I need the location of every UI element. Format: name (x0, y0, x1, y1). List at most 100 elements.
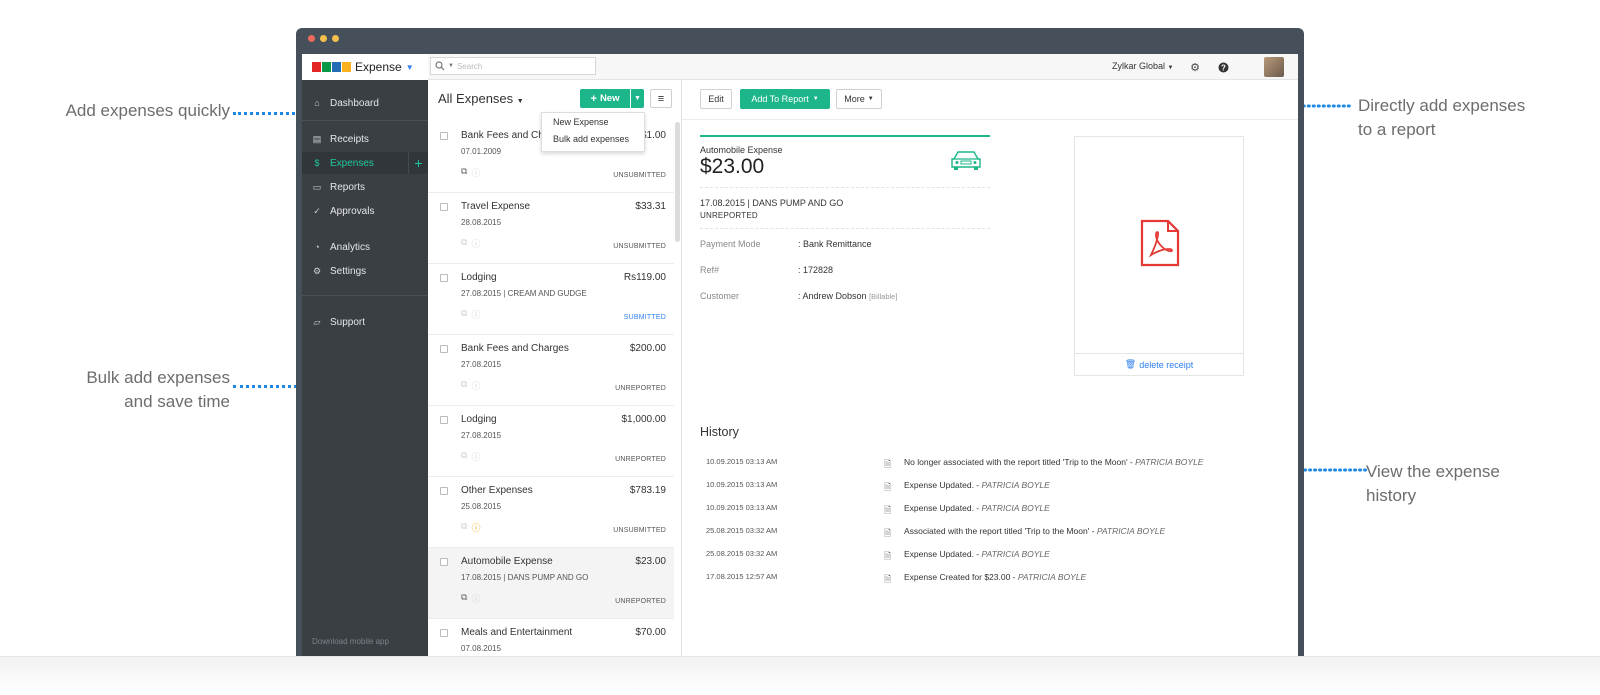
attachment-icon: ⧉ (461, 379, 468, 389)
new-expense-button[interactable]: + New (580, 89, 630, 108)
list-item[interactable]: Lodging $1,000.00 27.08.2015 ⧉ ⓘ UNREPORT… (428, 406, 674, 477)
row-checkbox[interactable] (440, 203, 448, 211)
expense-name: Bank Fees and Charges (461, 343, 569, 354)
divider (700, 187, 990, 188)
edit-button[interactable]: Edit (700, 89, 732, 109)
list-view-selector[interactable]: All Expenses ▼ (438, 91, 524, 106)
sidebar-item-label: Receipts (330, 133, 369, 145)
app-switcher[interactable]: Expense ▼ (302, 54, 428, 80)
expense-meta: 07.08.2015 (461, 644, 502, 653)
receipt-icon: ▤ (312, 133, 322, 144)
menu-item-new-expense[interactable]: New Expense (553, 117, 609, 127)
sidebar-item-label: Dashboard (330, 97, 379, 109)
search-input[interactable]: ▼ Search (430, 57, 596, 75)
warning-icon: ⓘ (471, 523, 481, 533)
zoom-window-button[interactable] (332, 35, 339, 42)
sidebar-divider (302, 295, 428, 296)
field-value: : Andrew Dobson (798, 291, 867, 301)
chevron-down-icon: ▼ (405, 62, 414, 72)
row-checkbox[interactable] (440, 487, 448, 495)
list-item[interactable]: Meals and Entertainment $70.00 07.08.201… (428, 619, 674, 673)
top-bar: Expense ▼ ▼ Search Zylkar Global ▼ ⚙ ? (302, 54, 1298, 80)
close-window-button[interactable] (308, 35, 315, 42)
expense-amount: $200.00 (629, 343, 666, 354)
history-user: PATRICIA BOYLE (981, 503, 1050, 513)
more-label: More (844, 94, 865, 104)
document-icon: 🗎 (884, 482, 892, 492)
status-badge: UNSUBMITTED (613, 243, 666, 250)
list-scrollbar[interactable] (675, 122, 680, 242)
history-message: Expense Created for $23.00 - (904, 572, 1018, 582)
history-timestamp: 25.08.2015 03:32 AM (706, 549, 778, 558)
help-icon[interactable]: ? (1214, 58, 1232, 76)
row-checkbox[interactable] (440, 345, 448, 353)
expense-amount: $23.00 (635, 556, 666, 567)
sidebar-item-reports[interactable]: ▭ Reports (302, 176, 428, 198)
info-icon: ⓘ (471, 239, 481, 249)
list-item[interactable]: Travel Expense $33.31 28.08.2015 ⧉ ⓘ UNSU… (428, 193, 674, 264)
receipt-preview[interactable]: 🗑 delete receipt (1074, 136, 1244, 376)
list-menu-button[interactable]: ≡ (650, 89, 672, 108)
page-bottom-band (0, 656, 1600, 695)
row-checkbox[interactable] (440, 274, 448, 282)
row-checkbox[interactable] (440, 132, 448, 140)
zoho-logo (312, 62, 351, 72)
row-checkbox[interactable] (440, 629, 448, 637)
row-checkbox[interactable] (440, 558, 448, 566)
add-to-report-button[interactable]: Add To Report ▼ (740, 89, 830, 109)
expense-meta: 27.08.2015 (461, 431, 502, 440)
avatar[interactable] (1264, 57, 1284, 77)
chat-icon: ▱ (313, 316, 321, 327)
field-payment-mode: Payment Mode: Bank Remittance (700, 239, 1000, 249)
list-item-selected[interactable]: Automobile Expense $23.00 17.08.2015 | D… (428, 548, 674, 619)
sidebar-item-dashboard[interactable]: ⌂ Dashboard (302, 92, 428, 114)
row-icons: ⧉ ⓘ (461, 521, 480, 534)
row-icons: ⧉ ⓘ (461, 379, 480, 392)
menu-item-bulk-add[interactable]: Bulk add expenses (553, 134, 630, 144)
history-user: PATRICIA BOYLE (1096, 526, 1166, 536)
add-expense-button[interactable]: + (408, 152, 428, 174)
more-button[interactable]: More ▼ (836, 89, 882, 109)
list-item[interactable]: Lodging Rs119.00 27.08.2015 | CREAM AND … (428, 264, 674, 335)
sidebar-item-receipts[interactable]: ▤ Receipts (302, 128, 428, 150)
status-badge: UNSUBMITTED (613, 527, 666, 534)
sidebar-item-label: Approvals (330, 205, 375, 217)
sidebar-item-settings[interactable]: ⚙ Settings (302, 260, 428, 282)
window-controls (308, 35, 339, 42)
download-app-label: Download mobile app (312, 637, 389, 646)
expense-name: Automobile Expense (461, 556, 553, 567)
list-item[interactable]: Bank Fees and Charges $200.00 27.08.2015… (428, 335, 674, 406)
new-expense-dropdown-toggle[interactable]: ▼ (631, 89, 644, 108)
sidebar-item-approvals[interactable]: ✓ Approvals (302, 200, 428, 222)
history-message: Expense Updated. - (904, 480, 982, 490)
sidebar-item-label: Settings (330, 265, 367, 277)
list-item[interactable]: Bank Fees and Charges $1.00 07.01.2009 ⧉… (428, 122, 674, 193)
document-icon: 🗎 (884, 459, 892, 469)
organization-switcher[interactable]: Zylkar Global ▼ (1112, 61, 1173, 71)
detail-toolbar: Edit Add To Report ▼ More ▼ (682, 80, 1298, 120)
sidebar-item-support[interactable]: ▱ Support (302, 311, 428, 333)
expense-list: Bank Fees and Charges $1.00 07.01.2009 ⧉… (428, 122, 681, 673)
gear-icon[interactable]: ⚙ (1190, 61, 1200, 74)
minimize-window-button[interactable] (320, 35, 327, 42)
history-message: Expense Updated. - (904, 503, 982, 513)
sidebar-item-expenses[interactable]: $ Expenses + (302, 152, 428, 174)
delete-receipt-link[interactable]: 🗑 delete receipt (1075, 353, 1243, 375)
row-checkbox[interactable] (440, 416, 448, 424)
history-user: PATRICIA BOYLE (981, 480, 1050, 490)
chevron-down-icon: ▼ (1167, 65, 1174, 71)
app-content: Expense ▼ ▼ Search Zylkar Global ▼ ⚙ ? (302, 54, 1298, 673)
plus-icon: + (590, 92, 597, 105)
sidebar-item-label: Expenses (330, 157, 374, 169)
folder-icon: ▭ (312, 181, 322, 192)
sidebar-item-analytics[interactable]: ◔ Analytics (302, 236, 428, 258)
row-icons: ⧉ ⓘ (461, 592, 480, 605)
annotation-report-line2: to a report (1358, 120, 1436, 139)
check-icon: ✓ (313, 205, 321, 216)
list-item[interactable]: Other Expenses $783.19 25.08.2015 ⧉ ⓘ UNS… (428, 477, 674, 548)
sidebar-divider (302, 120, 428, 121)
info-icon: ⓘ (471, 168, 481, 178)
annotation-report-line1: Directly add expenses (1358, 96, 1526, 115)
field-label: Customer (700, 291, 740, 301)
add-to-report-label: Add To Report (751, 94, 809, 104)
